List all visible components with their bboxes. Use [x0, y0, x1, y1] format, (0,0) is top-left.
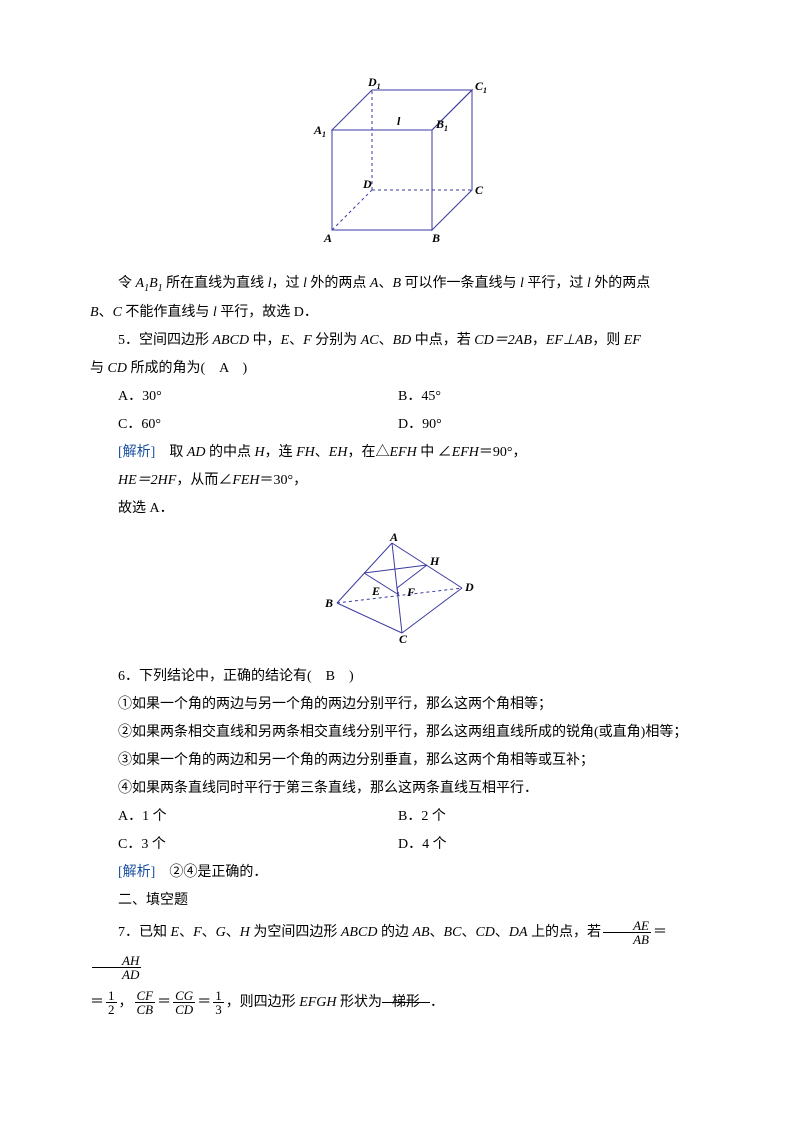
tetra-figure: A B C D E F H [90, 533, 704, 643]
svg-text:H: H [429, 554, 440, 568]
q5-option-a: A．30° [118, 383, 398, 411]
q6-s3: ③如果一个角的两边和另一个角的两边分别垂直，那么这两个角相等或互补； [90, 747, 704, 775]
analysis-label-2: [解析] [118, 865, 155, 880]
q5-option-c: C．60° [118, 411, 398, 439]
tetra-svg: A B C D E F H [317, 533, 477, 643]
svg-text:A1: A1 [313, 123, 326, 139]
svg-text:C1: C1 [475, 79, 487, 95]
q6-option-a: A．1 个 [118, 803, 398, 831]
q5-options-row2: C．60° D．90° [118, 411, 704, 439]
svg-text:D: D [464, 580, 474, 594]
q6-solution: [解析] ②④是正确的． [90, 859, 704, 887]
cube-figure: D1 C1 A1 B1 l D C A B [90, 50, 704, 250]
explain-cube-2: B、C 不能作直线与 l 平行，故选 D． [90, 299, 704, 327]
svg-text:A: A [389, 533, 398, 544]
svg-text:E: E [371, 584, 380, 598]
q6-option-c: C．3 个 [118, 831, 398, 859]
q7-stem-2: ＝12，CFCB＝CGCD＝13，则四边形 EFGH 形状为梯形． [90, 985, 704, 1020]
q6-options-row1: A．1 个 B．2 个 [118, 803, 704, 831]
q6-options-row2: C．3 个 D．4 个 [118, 831, 704, 859]
section-2-title: 二、填空题 [90, 887, 704, 915]
svg-text:B: B [431, 231, 440, 245]
svg-text:B: B [324, 596, 333, 610]
q5-solution-1: [解析] 取 AD 的中点 H，连 FH、EH，在△EFH 中 ∠EFH＝90°… [90, 439, 704, 467]
q6-option-d: D．4 个 [398, 831, 704, 859]
q5-solution-2: HE＝2HF，从而∠FEH＝30°， [90, 467, 704, 495]
q7-stem: 7．已知 E、F、G、H 为空间四边形 ABCD 的边 AB、BC、CD、DA … [90, 915, 704, 985]
q5-stem-2: 与 CD 所成的角为( A ) [90, 355, 704, 383]
q5-solution-3: 故选 A． [90, 495, 704, 523]
q5-options-row1: A．30° B．45° [118, 383, 704, 411]
svg-text:C: C [475, 183, 484, 197]
explain-cube-1: 令 A1B1 所在直线为直线 l，过 l 外的两点 A、B 可以作一条直线与 l… [90, 270, 704, 299]
svg-text:l: l [397, 114, 401, 128]
analysis-label: [解析] [118, 445, 155, 460]
page: D1 C1 A1 B1 l D C A B 令 A1B1 所在直线为直线 l，过… [0, 0, 794, 1080]
q6-s4: ④如果两条直线同时平行于第三条直线，那么这两条直线互相平行． [90, 775, 704, 803]
svg-text:D1: D1 [367, 75, 381, 91]
q6-option-b: B．2 个 [398, 803, 704, 831]
svg-text:B1: B1 [435, 117, 448, 133]
q5-option-d: D．90° [398, 411, 704, 439]
svg-text:D: D [362, 177, 372, 191]
q6-s1: ①如果一个角的两边与另一个角的两边分别平行，那么这两个角相等； [90, 691, 704, 719]
q5-option-b: B．45° [398, 383, 704, 411]
cube-svg: D1 C1 A1 B1 l D C A B [302, 50, 492, 250]
svg-text:A: A [323, 231, 332, 245]
q6-s2: ②如果两条相交直线和另两条相交直线分别平行，那么这两组直线所成的锐角(或直角)相… [90, 719, 704, 747]
q6-stem: 6．下列结论中，正确的结论有( B ) [90, 663, 704, 691]
svg-text:C: C [399, 632, 408, 643]
svg-text:F: F [406, 585, 415, 599]
q5-stem: 5．空间四边形 ABCD 中，E、F 分别为 AC、BD 中点，若 CD＝2AB… [90, 327, 704, 355]
q7-answer-blank: 梯形 [382, 985, 430, 1003]
